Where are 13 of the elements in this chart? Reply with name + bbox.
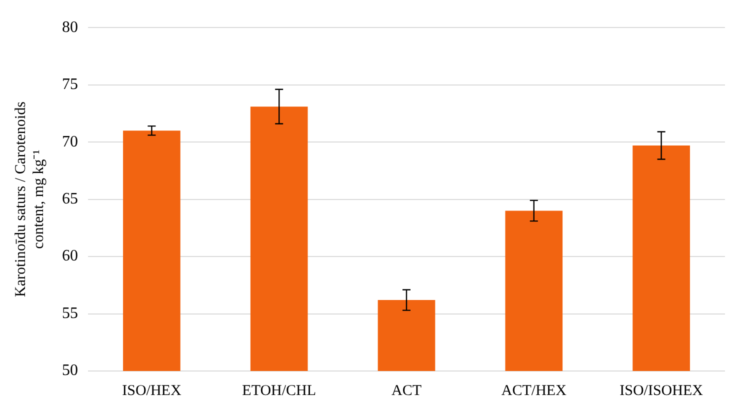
y-tick-label: 55	[62, 304, 78, 322]
x-tick-label: ISO/ISOHEX	[620, 382, 704, 399]
y-tick-label: 75	[62, 76, 78, 94]
y-tick-label: 60	[62, 248, 78, 265]
y-tick-label: 50	[62, 362, 78, 380]
y-axis-title: Karotinoīdu saturs / Carotenoids content, mg kg⁻¹	[12, 101, 47, 297]
x-tick-label: ACT	[392, 382, 422, 399]
y-tick-label: 70	[62, 133, 78, 150]
x-tick-label: ETOH/CHL	[242, 382, 316, 399]
y-tick-label: 80	[62, 18, 78, 36]
x-tick-label: ISO/HEX	[122, 382, 182, 399]
y-tick-label: 65	[62, 190, 78, 208]
x-tick-label: ACT/HEX	[501, 382, 567, 399]
